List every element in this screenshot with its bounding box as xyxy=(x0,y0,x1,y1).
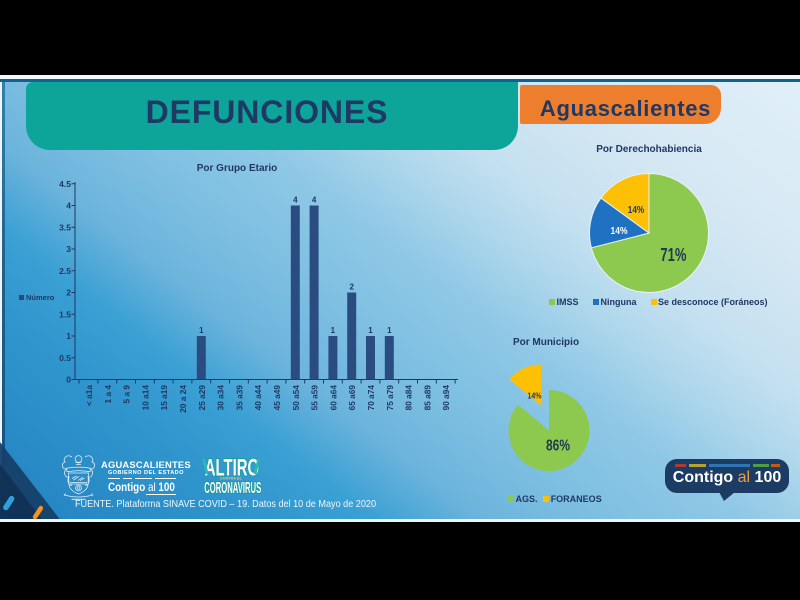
svg-text:55 a59: 55 a59 xyxy=(310,385,320,411)
svg-text:86%: 86% xyxy=(546,438,570,455)
svg-text:35 a39: 35 a39 xyxy=(234,385,244,411)
svg-text:65 a69: 65 a69 xyxy=(347,385,357,411)
svg-text:5 a 9: 5 a 9 xyxy=(122,385,132,404)
svg-text:1: 1 xyxy=(199,326,204,335)
svg-text:0.5: 0.5 xyxy=(59,353,71,363)
svg-text:90 a94: 90 a94 xyxy=(441,385,451,411)
svg-text:1.5: 1.5 xyxy=(59,309,71,319)
svg-text:75 a79: 75 a79 xyxy=(385,385,395,411)
svg-text:4: 4 xyxy=(293,196,298,205)
svg-text:CORONAVIRUS: CORONAVIRUS xyxy=(204,479,261,497)
svg-text:85 a89: 85 a89 xyxy=(422,385,432,411)
svg-text:3.5: 3.5 xyxy=(59,222,71,232)
svg-text:80 a84: 80 a84 xyxy=(404,385,414,411)
svg-text:60 a64: 60 a64 xyxy=(328,385,338,411)
svg-text:1: 1 xyxy=(331,326,336,335)
svg-text:14%: 14% xyxy=(628,204,645,216)
svg-text:14%: 14% xyxy=(528,391,542,401)
svg-text:15 a19: 15 a19 xyxy=(159,385,169,411)
svg-text:14%: 14% xyxy=(611,225,629,237)
svg-text:40 a44: 40 a44 xyxy=(253,385,263,411)
svg-text:0: 0 xyxy=(66,375,71,385)
svg-text:ALTIRO: ALTIRO xyxy=(205,455,259,481)
svg-text:4.5: 4.5 xyxy=(59,179,71,189)
svg-text:2.5: 2.5 xyxy=(59,266,71,276)
svg-text:4: 4 xyxy=(312,196,317,205)
svg-text:3: 3 xyxy=(66,244,71,254)
svg-text:CONTRA EL: CONTRA EL xyxy=(220,477,243,481)
svg-text:70 a74: 70 a74 xyxy=(366,385,376,411)
svg-text:1 a 4: 1 a 4 xyxy=(103,385,113,404)
svg-text:50 a54: 50 a54 xyxy=(291,385,301,411)
svg-text:45 a49: 45 a49 xyxy=(272,385,282,411)
svg-text:10 a14: 10 a14 xyxy=(140,385,150,411)
svg-text:< a1a: < a1a xyxy=(84,385,94,406)
svg-text:1: 1 xyxy=(66,331,71,341)
svg-text:25 a29: 25 a29 xyxy=(197,385,207,411)
svg-text:2: 2 xyxy=(66,288,71,298)
svg-text:4: 4 xyxy=(66,201,71,211)
svg-text:30 a34: 30 a34 xyxy=(216,385,226,411)
svg-text:1: 1 xyxy=(368,326,373,335)
svg-text:20 a 24: 20 a 24 xyxy=(178,385,188,413)
svg-text:1: 1 xyxy=(387,326,392,335)
svg-text:71%: 71% xyxy=(660,245,686,265)
svg-text:2: 2 xyxy=(349,283,354,292)
